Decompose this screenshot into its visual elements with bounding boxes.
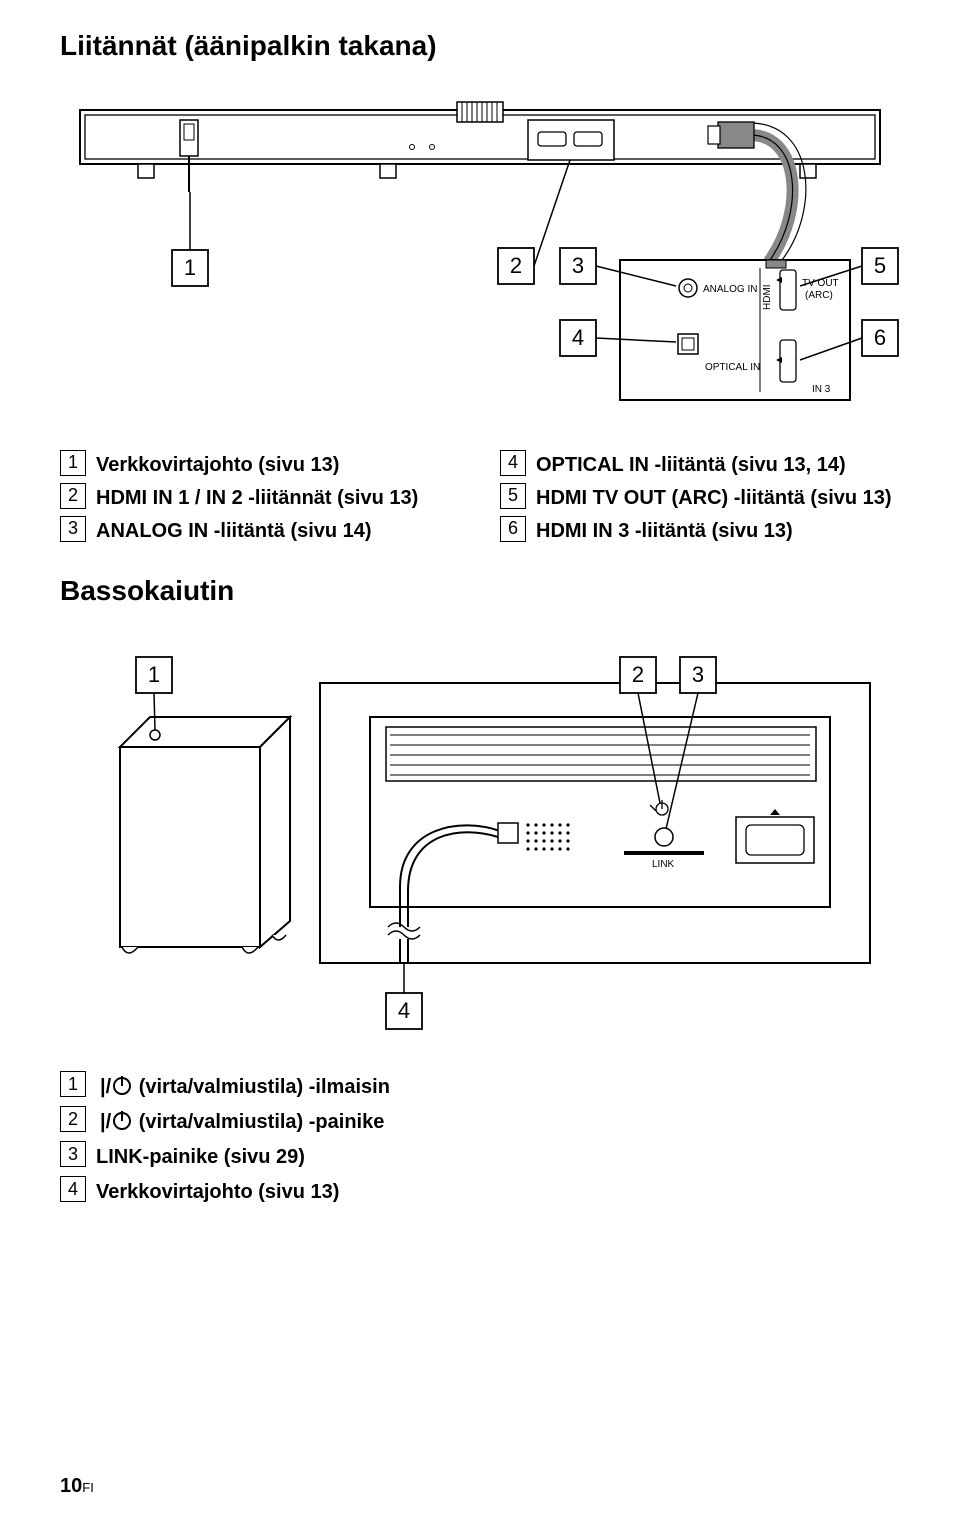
callout-1: 1 [184,255,196,280]
legend-text: Verkkovirtajohto (sivu 13) [96,450,339,479]
sub-callout-1: 1 [148,662,160,687]
legend-text: OPTICAL IN -liitäntä (sivu 13, 14) [536,450,846,479]
power-prefix: |/ [96,1076,111,1098]
callout-6: 6 [874,325,886,350]
power-prefix: |/ [96,1111,111,1133]
power-icon [113,1077,131,1095]
legend-text: |/ (virta/valmiustila) -painike [96,1106,384,1137]
legend-text: ANALOG IN -liitäntä (sivu 14) [96,516,372,545]
section2-title: Bassokaiutin [60,575,900,607]
sub-callout-2: 2 [632,662,644,687]
callout-5: 5 [874,253,886,278]
label-analog-in: ANALOG IN [703,284,757,295]
power-icon [113,1112,131,1130]
label-link: LINK [652,859,675,870]
section2-legend: 1 |/ (virta/valmiustila) -ilmaisin 2 |/ … [60,1071,900,1207]
legend-num: 2 [60,1106,86,1132]
subwoofer-diagram: LINK 1 2 3 [60,627,900,1047]
legend-num: 1 [60,450,86,476]
legend-num: 4 [500,450,526,476]
legend-num: 4 [60,1176,86,1202]
label-hdmi: HDMI [762,284,773,310]
legend-num: 6 [500,516,526,542]
legend-text: HDMI IN 1 / IN 2 -liitännät (sivu 13) [96,483,418,512]
legend-text: Verkkovirtajohto (sivu 13) [96,1176,339,1207]
sub-callout-4: 4 [398,998,410,1023]
section1-title: Liitännät (äänipalkin takana) [60,30,900,62]
legend-num: 1 [60,1071,86,1097]
callout-4: 4 [572,325,584,350]
legend-num: 5 [500,483,526,509]
label-arc: (ARC) [805,290,833,301]
callout-2: 2 [510,253,522,278]
label-in3: IN 3 [812,384,831,395]
sub-callout-3: 3 [692,662,704,687]
legend-num: 3 [60,1141,86,1167]
legend-num: 3 [60,516,86,542]
callout-3: 3 [572,253,584,278]
soundbar-diagram: ANALOG IN OPTICAL IN HDMI TV OUT (ARC) I… [60,90,900,430]
legend-text: LINK-painike (sivu 29) [96,1141,305,1172]
legend-text: |/ (virta/valmiustila) -ilmaisin [96,1071,390,1102]
page-suffix: FI [82,1480,94,1495]
legend-text: HDMI IN 3 -liitäntä (sivu 13) [536,516,793,545]
page-number: 10 [60,1475,82,1497]
label-optical-in: OPTICAL IN [705,362,760,373]
section1-legend: 1 Verkkovirtajohto (sivu 13) 2 HDMI IN 1 /… [60,450,900,549]
legend-num: 2 [60,483,86,509]
page-footer: 10FI [60,1475,94,1498]
legend-text: HDMI TV OUT (ARC) -liitäntä (sivu 13) [536,483,892,512]
